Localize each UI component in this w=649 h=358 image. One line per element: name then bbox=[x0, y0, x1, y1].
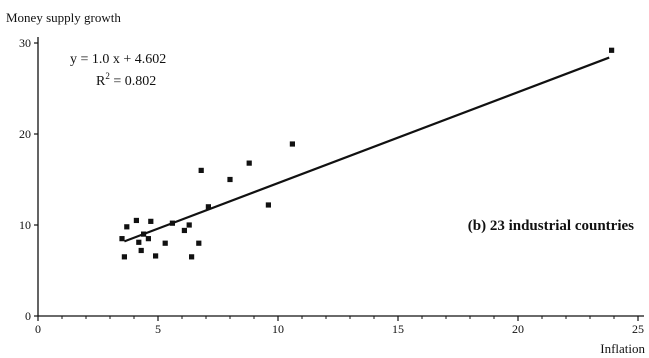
data-point bbox=[227, 176, 233, 183]
data-point bbox=[181, 227, 187, 234]
data-point bbox=[124, 224, 130, 230]
data-point bbox=[138, 247, 144, 254]
x-tick-label: 15 bbox=[392, 322, 404, 336]
data-point bbox=[153, 253, 159, 259]
regression-equation: y = 1.0 x + 4.602 bbox=[70, 52, 166, 67]
data-point bbox=[196, 240, 202, 246]
x-tick-label: 25 bbox=[632, 322, 644, 336]
data-point bbox=[162, 240, 168, 246]
data-point bbox=[189, 254, 195, 260]
data-point bbox=[205, 204, 211, 210]
data-point bbox=[289, 141, 295, 147]
regression-line bbox=[124, 56, 610, 243]
data-points bbox=[119, 47, 615, 260]
chart-annotation: (b) 23 industrial countries bbox=[468, 218, 634, 234]
data-point bbox=[145, 236, 151, 242]
x-tick-label: 10 bbox=[272, 322, 284, 336]
data-point bbox=[133, 217, 139, 224]
data-point bbox=[265, 202, 271, 208]
data-point bbox=[136, 239, 142, 245]
data-point bbox=[141, 231, 147, 237]
r-squared-value: = 0.802 bbox=[110, 74, 156, 89]
data-point bbox=[169, 220, 175, 226]
x-tick-label: 5 bbox=[155, 322, 161, 336]
x-tick-label: 0 bbox=[35, 322, 41, 336]
data-point bbox=[121, 254, 127, 260]
x-tick-label: 20 bbox=[512, 322, 524, 336]
axes bbox=[37, 37, 644, 317]
data-point bbox=[148, 218, 154, 224]
r-squared-symbol: R bbox=[96, 74, 106, 89]
data-point bbox=[246, 160, 252, 166]
data-point bbox=[198, 167, 204, 173]
y-tick-label: 20 bbox=[19, 127, 31, 141]
y-tick-label: 10 bbox=[19, 218, 31, 232]
data-point bbox=[609, 47, 615, 53]
data-point bbox=[119, 236, 125, 242]
y-tick-label: 0 bbox=[25, 309, 31, 323]
axis-ticks: 0 10 20 30 0 5 10 15 20 25 bbox=[19, 36, 644, 336]
y-axis-label: Money supply growth bbox=[6, 10, 121, 25]
data-point bbox=[186, 222, 192, 228]
trendline-group bbox=[124, 56, 610, 243]
r-squared-exponent: 2 bbox=[105, 71, 110, 81]
y-tick-label: 30 bbox=[19, 36, 31, 50]
r-squared-label: R2 = 0.802 bbox=[96, 71, 156, 89]
x-axis-label: Inflation bbox=[600, 341, 645, 356]
